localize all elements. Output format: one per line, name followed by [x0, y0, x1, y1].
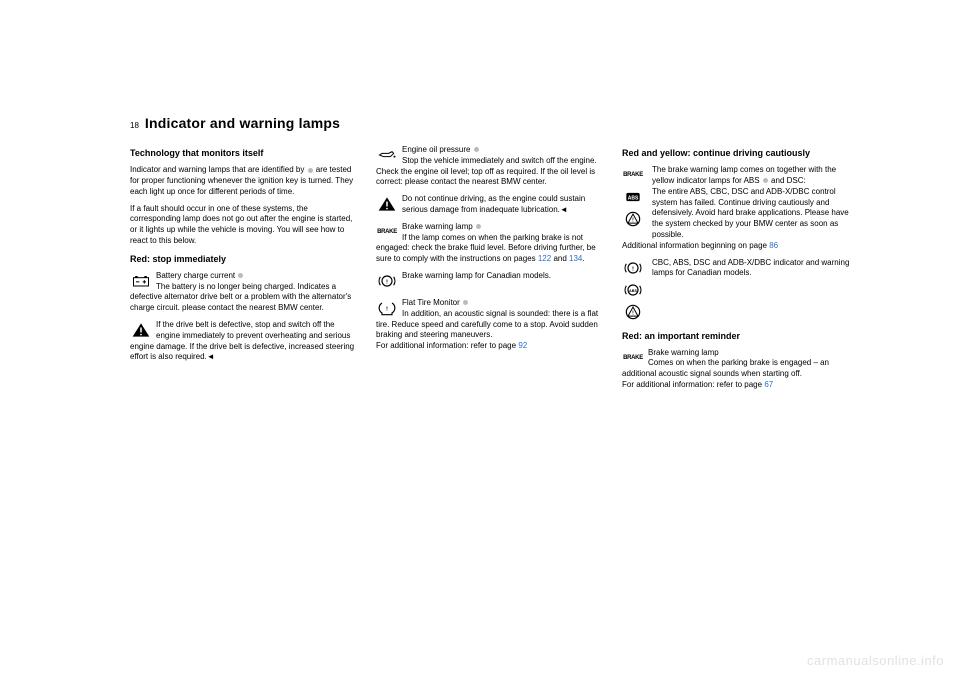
oil-can-icon — [376, 145, 398, 165]
brake-combo-text: The brake warning lamp comes on together… — [622, 165, 850, 251]
svg-text:!: ! — [632, 266, 634, 272]
page-title: Indicator and warning lamps — [145, 115, 340, 131]
page-link-134[interactable]: 134 — [569, 254, 582, 263]
oil-pressure-block: Engine oil pressure Stop the vehicle imm… — [376, 145, 604, 188]
brake-text-icon: BRAKE — [622, 165, 644, 185]
dsc-triangle-icon: ! — [622, 209, 644, 229]
canadian-combo-text: CBC, ABS, DSC and ADB-X/DBC indicator an… — [622, 258, 850, 280]
drive-belt-warning-text: If the drive belt is defective, stop and… — [130, 320, 358, 363]
manual-page: 18 Indicator and warning lamps Technolog… — [130, 115, 850, 397]
brake-canadian-text: Brake warning lamp for Canadian models. — [376, 271, 604, 282]
end-marker-icon: ◄ — [207, 352, 215, 361]
indicator-dot-icon — [238, 273, 243, 278]
canadian-icon-stack: ! ABS ! — [622, 258, 648, 324]
svg-text:!: ! — [386, 279, 388, 285]
watermark: carmanualsonline.info — [807, 653, 944, 668]
page-number: 18 — [130, 121, 139, 130]
battery-icon — [130, 271, 152, 291]
flat-tire-icon: ! — [376, 298, 398, 318]
abs-icon: ABS — [622, 187, 644, 207]
warning-triangle-icon — [130, 320, 152, 340]
column-1: Technology that monitors itself Indicato… — [130, 145, 358, 397]
red-reminder-heading: Red: an important reminder — [622, 330, 850, 342]
indicator-dot-icon — [763, 178, 768, 183]
svg-text:!: ! — [386, 306, 388, 312]
canadian-combo-block: ! ABS ! CBC, ABS, DSC and ADB-X/DBC indi… — [622, 258, 850, 324]
brake-canadian-block: ! Brake warning lamp for Canadian models… — [376, 271, 604, 292]
brake-combo-block: BRAKE ABS ! The brake warning lamp comes… — [622, 165, 850, 251]
parking-brake-text: Brake warning lamp Comes on when the par… — [622, 348, 850, 391]
parking-brake-block: BRAKE Brake warning lamp Comes on when t… — [622, 348, 850, 391]
svg-text:!: ! — [632, 218, 634, 224]
flat-tire-block: ! Flat Tire Monitor In addition, an acou… — [376, 298, 604, 352]
content-columns: Technology that monitors itself Indicato… — [130, 145, 850, 397]
abs-circle-icon: ABS — [622, 280, 644, 300]
page-link-92[interactable]: 92 — [518, 341, 527, 350]
oil-warning-block: Do not continue driving, as the engine c… — [376, 194, 604, 216]
indicator-dot-icon — [476, 224, 481, 229]
end-marker-icon: ◄ — [560, 205, 568, 214]
brake-abs-dsc-icon-stack: BRAKE ABS ! — [622, 165, 648, 231]
warning-triangle-icon — [376, 194, 398, 214]
flat-tire-text: Flat Tire Monitor In addition, an acoust… — [376, 298, 604, 352]
battery-text: Battery charge current The battery is no… — [130, 271, 358, 314]
page-link-122[interactable]: 122 — [538, 254, 551, 263]
indicator-dot-icon — [463, 300, 468, 305]
brake-circle-icon: ! — [622, 258, 644, 278]
brake-text-icon: BRAKE — [376, 222, 398, 242]
page-header: 18 Indicator and warning lamps — [130, 115, 850, 131]
column-3: Red and yellow: continue driving cautiou… — [622, 145, 850, 397]
brake-text-icon: BRAKE — [622, 348, 644, 368]
indicator-dot-icon — [474, 147, 479, 152]
svg-text:ABS: ABS — [629, 289, 637, 293]
tech-paragraph-1: Indicator and warning lamps that are ide… — [130, 165, 358, 197]
red-yellow-heading: Red and yellow: continue driving cautiou… — [622, 147, 850, 159]
column-2: Engine oil pressure Stop the vehicle imm… — [376, 145, 604, 397]
battery-block: Battery charge current The battery is no… — [130, 271, 358, 314]
dsc-triangle-icon: ! — [622, 302, 644, 322]
oil-pressure-text: Engine oil pressure Stop the vehicle imm… — [376, 145, 604, 188]
page-link-67[interactable]: 67 — [764, 380, 773, 389]
tech-paragraph-2: If a fault should occur in one of these … — [130, 204, 358, 247]
drive-belt-warning-block: If the drive belt is defective, stop and… — [130, 320, 358, 363]
brake-circle-icon: ! — [376, 271, 398, 291]
indicator-dot-icon — [308, 168, 313, 173]
tech-heading: Technology that monitors itself — [130, 147, 358, 159]
red-stop-heading: Red: stop immediately — [130, 253, 358, 265]
oil-warning-text: Do not continue driving, as the engine c… — [376, 194, 604, 216]
svg-text:ABS: ABS — [628, 196, 639, 202]
brake-warning-block: BRAKE Brake warning lamp If the lamp com… — [376, 222, 604, 265]
brake-warning-text: Brake warning lamp If the lamp comes on … — [376, 222, 604, 265]
svg-text:!: ! — [632, 310, 634, 316]
page-link-86[interactable]: 86 — [769, 241, 778, 250]
